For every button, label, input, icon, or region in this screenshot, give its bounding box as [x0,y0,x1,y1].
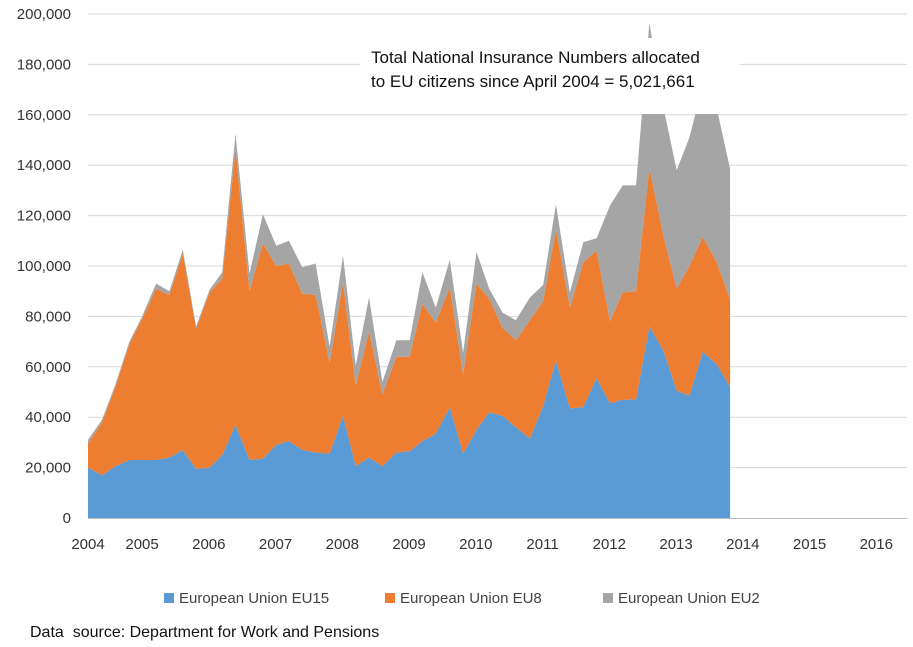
x-tick-label: 2008 [326,536,359,553]
x-tick-label: 2011 [526,536,558,553]
legend-label: European Union EU15 [179,590,329,607]
y-tick-label: 40,000 [25,409,71,426]
legend-swatch [603,593,613,603]
x-tick-label: 2014 [726,536,759,553]
y-tick-label: 160,000 [17,107,71,124]
legend-label: European Union EU2 [618,590,760,607]
x-tick-label: 2005 [125,536,158,553]
y-tick-label: 0 [63,510,71,527]
y-tick-label: 180,000 [17,56,71,73]
area-series-3 [88,22,731,444]
y-tick-label: 200,000 [17,6,71,23]
area-series-1 [88,326,731,518]
series-areas [88,22,731,518]
x-tick-label: 2009 [392,536,425,553]
x-tick-label: 2004 [71,536,104,553]
legend-label: European Union EU8 [400,590,542,607]
x-tick-label: 2006 [192,536,225,553]
legend-swatch [164,593,174,603]
y-tick-label: 20,000 [25,460,71,477]
annotation-line-1: Total National Insurance Numbers allocat… [371,48,700,67]
y-tick-label: 140,000 [17,157,71,174]
legend-swatch [385,593,395,603]
y-tick-label: 120,000 [17,208,71,225]
area-series-2 [88,148,731,476]
x-tick-label: 2010 [459,536,492,553]
data-source-note: Data source: Department for Work and Pen… [30,624,380,641]
y-axis-tick-labels: 0 20,000 40,000 60,000 80,000 100,000 120,000 1… [17,6,71,527]
x-axis-tick-labels: 2004 2005 2006 2007 2008 2009 2010 2011 2012 2013… [71,536,893,553]
y-tick-label: 100,000 [17,258,71,275]
x-tick-label: 2013 [659,536,692,553]
x-tick-label: 2012 [593,536,626,553]
y-tick-label: 60,000 [25,359,71,376]
y-tick-label: 80,000 [25,308,71,325]
annotation-line-2: to EU citizens since April 2004 = 5,021,… [371,72,695,91]
x-tick-label: 2016 [860,536,893,553]
annotation-box [360,38,740,114]
x-tick-label: 2007 [259,536,292,553]
legend: European Union EU15 European Union EU8 Eur… [164,590,760,607]
stacked-area-chart: 0 20,000 40,000 60,000 80,000 100,000 120,000 1… [17,6,907,607]
x-tick-label: 2015 [793,536,826,553]
